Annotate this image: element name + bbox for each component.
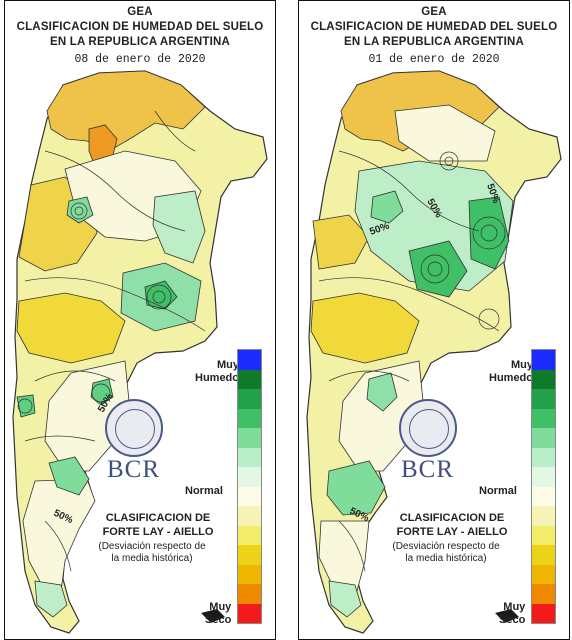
very-wet-spot-pampas [144, 280, 178, 310]
legend-title: CLASIFICACION DE FORTE LAY - AIELLO [387, 511, 517, 539]
map-panel-right: GEA CLASIFICACION DE HUMEDAD DEL SUELO E… [298, 0, 570, 640]
legend-note: (Desviación respecto de la media históri… [87, 541, 217, 565]
title-main: CLASIFICACION DE HUMEDAD DEL SUELO [310, 21, 558, 33]
legend-title: CLASIFICACION DE FORTE LAY - AIELLO [93, 511, 223, 539]
legend-bottom-label: Muy Seco [499, 601, 525, 627]
normal-zone-patagonia [22, 478, 96, 592]
argentina-soil-moisture-map: 50% 50% 50% 50% [306, 70, 562, 634]
color-scale-swatch [237, 564, 262, 584]
map-date: 01 de enero de 2020 [368, 53, 500, 66]
legend-note-1: (Desviación respecto de [98, 541, 206, 552]
map-title-block: GEA CLASIFICACION DE HUMEDAD DEL SUELO E… [5, 5, 275, 68]
wet-zone-mesopotamia [468, 196, 510, 270]
color-scale-swatch [237, 349, 262, 370]
legend-mid-label: Normal [185, 485, 223, 497]
color-scale-swatch [237, 506, 262, 526]
legend-muy-humedo-1: Muy [217, 359, 239, 371]
bcr-logo-text: BCR [401, 456, 455, 483]
legend-title-1: CLASIFICACION DE [105, 512, 211, 524]
color-scale [237, 349, 262, 624]
color-scale-swatch [237, 428, 262, 448]
color-scale-swatch [531, 564, 556, 584]
legend-muy-humedo-2: Humedo [195, 372, 239, 384]
contour-lines [17, 110, 206, 572]
argentina-soil-moisture-map: 50% 50% [12, 70, 268, 634]
color-scale-swatch [531, 428, 556, 448]
dry-zone-central [310, 292, 420, 364]
color-scale-swatch [531, 349, 556, 370]
title-main: CLASIFICACION DE HUMEDAD DEL SUELO [16, 21, 264, 33]
color-scale-swatch [531, 545, 556, 565]
legend-title-2: FORTE LAY - AIELLO [396, 526, 508, 538]
wet-zone-patagonia [326, 460, 386, 516]
color-scale-swatch [237, 467, 262, 487]
map-title-block: GEA CLASIFICACION DE HUMEDAD DEL SUELO E… [299, 5, 569, 68]
title-gea: GEA [127, 6, 153, 18]
legend-muy-humedo-1: Muy [511, 359, 533, 371]
color-scale [531, 349, 556, 624]
wet-zone-central [408, 240, 468, 298]
map-panel-left: GEA CLASIFICACION DE HUMEDAD DEL SUELO E… [4, 0, 276, 640]
color-scale-swatch [531, 584, 556, 604]
color-scale-swatch [237, 389, 262, 409]
color-scale-swatch [531, 408, 556, 428]
legend-note-1: (Desviación respecto de [392, 541, 500, 552]
color-scale-swatch [531, 447, 556, 467]
legend-title-1: CLASIFICACION DE [399, 512, 505, 524]
bcr-logo-text: BCR [107, 456, 161, 483]
legend-note-2: la media histórica) [111, 553, 193, 564]
title-region: EN LA REPUBLICA ARGENTINA [49, 36, 231, 48]
dry-zone-west [312, 214, 370, 270]
map-date: 08 de enero de 2020 [74, 53, 206, 66]
normal-zone-north [394, 104, 496, 162]
wet-zone-south [366, 372, 398, 412]
legend-note-2: la media histórica) [405, 553, 487, 564]
dry-zone-north [46, 70, 206, 152]
color-scale-swatch [531, 389, 556, 409]
color-scale-swatch [237, 486, 262, 506]
color-scale-swatch [531, 506, 556, 526]
contour-lines [318, 150, 506, 572]
color-scale-swatch [237, 525, 262, 545]
legend-muy-seco-2: Seco [205, 614, 232, 626]
color-scale-swatch [531, 369, 556, 389]
color-scale-swatch [237, 603, 262, 624]
legend-top-label: Muy Humedo [195, 359, 239, 385]
title-gea: GEA [421, 6, 447, 18]
wet-zone-far-south [34, 580, 68, 618]
legend-muy-seco-1: Muy [503, 601, 526, 613]
legend-muy-seco-2: Seco [499, 614, 526, 626]
legend-top-label: Muy Humedo [489, 359, 533, 385]
color-scale-swatch [237, 584, 262, 604]
color-scale-swatch [531, 467, 556, 487]
legend-note: (Desviación respecto de la media históri… [381, 541, 511, 565]
legend-mid-label: Normal [479, 485, 517, 497]
legend-muy-humedo-2: Humedo [489, 372, 533, 384]
wet-spot-nw [370, 190, 404, 224]
color-scale-swatch [531, 603, 556, 624]
normal-zone-south [338, 360, 424, 472]
wet-zone-mesopotamia [152, 190, 206, 264]
legend-title-2: FORTE LAY - AIELLO [102, 526, 214, 538]
color-scale-swatch [237, 408, 262, 428]
bcr-seal-logo [399, 399, 457, 457]
color-scale-swatch [237, 369, 262, 389]
wet-zone-far-south [328, 580, 362, 618]
legend-bottom-label: Muy Seco [205, 601, 231, 627]
color-scale-swatch [237, 545, 262, 565]
wet-zone-patagonia [48, 456, 90, 496]
malvinas-islands [201, 609, 225, 623]
title-region: EN LA REPUBLICA ARGENTINA [343, 36, 525, 48]
legend-muy-seco-1: Muy [209, 601, 232, 613]
malvinas-islands [495, 609, 519, 623]
bcr-seal-logo [105, 399, 163, 457]
color-scale-swatch [531, 525, 556, 545]
color-scale-swatch [531, 486, 556, 506]
color-scale-swatch [237, 447, 262, 467]
dry-zone-central [16, 292, 126, 364]
